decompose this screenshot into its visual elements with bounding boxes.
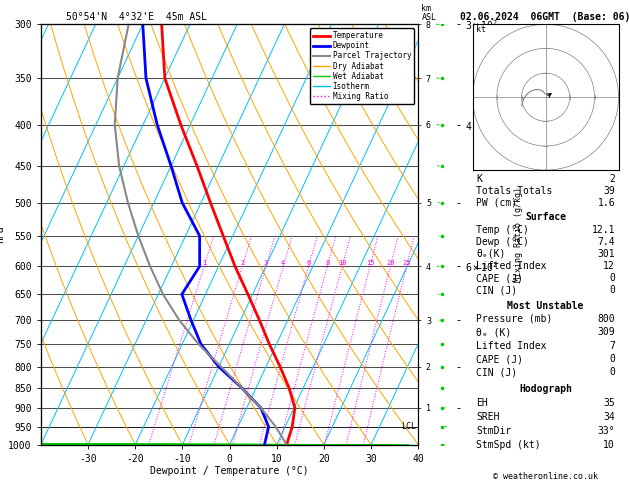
Text: kt: kt — [476, 25, 486, 34]
Text: LCL: LCL — [401, 422, 416, 431]
Text: CIN (J): CIN (J) — [476, 367, 518, 378]
Text: 12: 12 — [603, 261, 615, 271]
Text: 10: 10 — [338, 260, 347, 266]
Text: 50°54'N  4°32'E  45m ASL: 50°54'N 4°32'E 45m ASL — [66, 12, 207, 22]
Text: 301: 301 — [598, 249, 615, 259]
Text: CIN (J): CIN (J) — [476, 285, 518, 295]
Text: 8: 8 — [325, 260, 330, 266]
Text: 35: 35 — [603, 398, 615, 408]
Text: 0: 0 — [609, 273, 615, 283]
Text: 7.4: 7.4 — [598, 237, 615, 247]
Text: Most Unstable: Most Unstable — [508, 300, 584, 311]
Text: Lifted Index: Lifted Index — [476, 261, 547, 271]
X-axis label: Dewpoint / Temperature (°C): Dewpoint / Temperature (°C) — [150, 467, 309, 476]
Text: 2: 2 — [240, 260, 245, 266]
Text: 7: 7 — [609, 341, 615, 351]
Text: 0: 0 — [609, 367, 615, 378]
Text: Hodograph: Hodograph — [519, 383, 572, 394]
Text: © weatheronline.co.uk: © weatheronline.co.uk — [493, 472, 598, 481]
Text: 39: 39 — [603, 186, 615, 196]
Text: 0: 0 — [609, 285, 615, 295]
Text: 800: 800 — [598, 314, 615, 324]
Text: 1: 1 — [202, 260, 206, 266]
Text: 6: 6 — [306, 260, 311, 266]
Text: Surface: Surface — [525, 212, 566, 223]
Text: 33°: 33° — [598, 426, 615, 436]
Text: 02.06.2024  06GMT  (Base: 06): 02.06.2024 06GMT (Base: 06) — [460, 12, 629, 22]
Text: km
ASL: km ASL — [421, 4, 437, 22]
Text: Lifted Index: Lifted Index — [476, 341, 547, 351]
Text: 25: 25 — [403, 260, 411, 266]
Text: 309: 309 — [598, 327, 615, 337]
Text: Pressure (mb): Pressure (mb) — [476, 314, 553, 324]
Text: 3: 3 — [264, 260, 268, 266]
Text: 1.6: 1.6 — [598, 198, 615, 208]
Legend: Temperature, Dewpoint, Parcel Trajectory, Dry Adiabat, Wet Adiabat, Isotherm, Mi: Temperature, Dewpoint, Parcel Trajectory… — [310, 28, 415, 104]
Text: SREH: SREH — [476, 412, 500, 422]
Text: PW (cm): PW (cm) — [476, 198, 518, 208]
Text: Temp (°C): Temp (°C) — [476, 225, 529, 235]
Text: Totals Totals: Totals Totals — [476, 186, 553, 196]
Text: 12.1: 12.1 — [591, 225, 615, 235]
Text: 4: 4 — [281, 260, 286, 266]
Text: StmDir: StmDir — [476, 426, 511, 436]
Text: 15: 15 — [366, 260, 374, 266]
Text: θₑ (K): θₑ (K) — [476, 327, 511, 337]
Text: StmSpd (kt): StmSpd (kt) — [476, 440, 541, 450]
Text: 34: 34 — [603, 412, 615, 422]
Text: θₑ(K): θₑ(K) — [476, 249, 506, 259]
Text: EH: EH — [476, 398, 488, 408]
Text: 2: 2 — [609, 174, 615, 184]
Y-axis label: Mixing Ratio (g/kg): Mixing Ratio (g/kg) — [514, 187, 523, 282]
Text: CAPE (J): CAPE (J) — [476, 273, 523, 283]
Text: 20: 20 — [386, 260, 394, 266]
Y-axis label: hPa: hPa — [0, 226, 6, 243]
Text: K: K — [476, 174, 482, 184]
Text: 0: 0 — [609, 354, 615, 364]
Text: Dewp (°C): Dewp (°C) — [476, 237, 529, 247]
Text: 10: 10 — [603, 440, 615, 450]
Text: CAPE (J): CAPE (J) — [476, 354, 523, 364]
